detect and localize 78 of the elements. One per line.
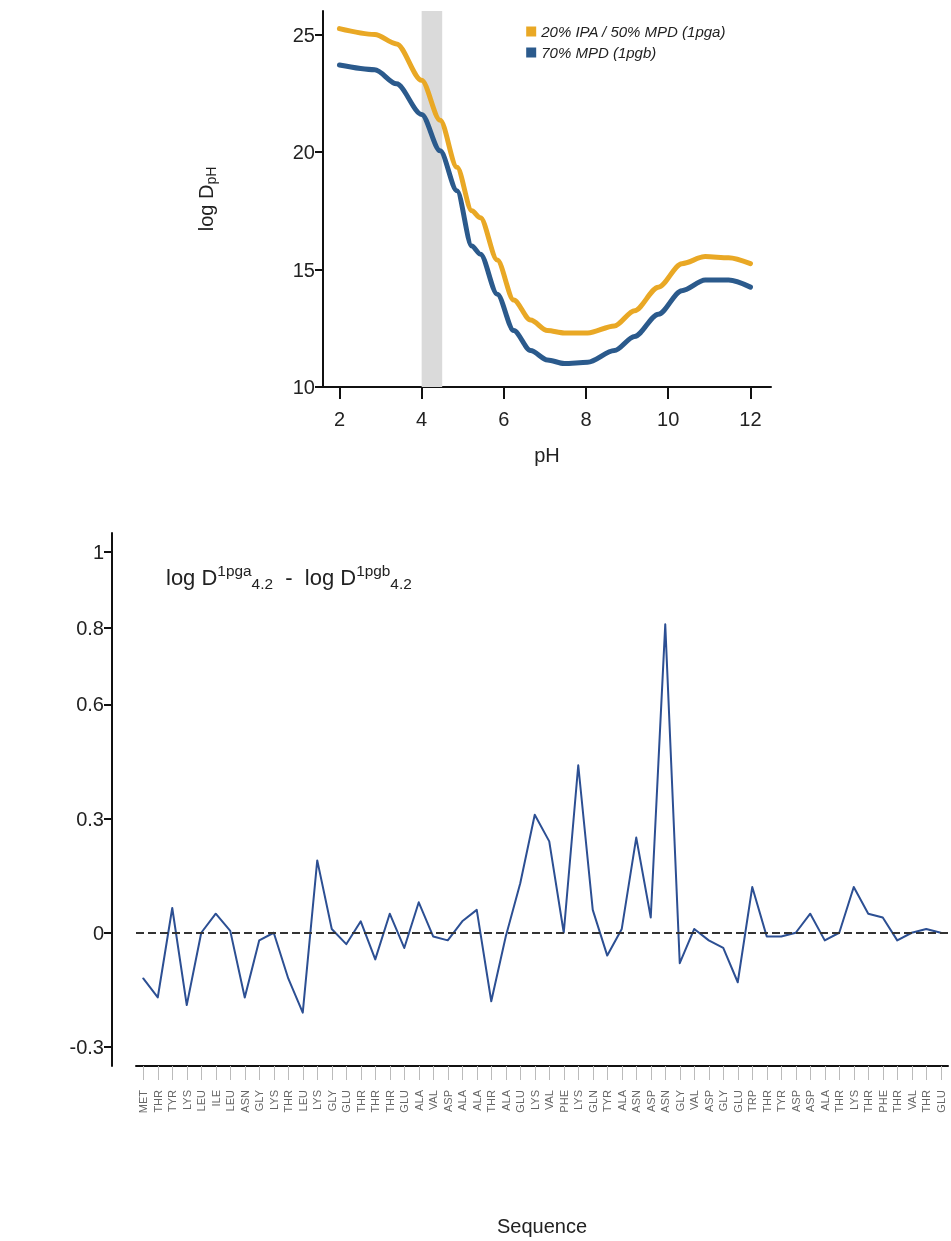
x-tick-label: ASN	[630, 1089, 643, 1113]
x-tick-label: GLU	[934, 1089, 947, 1113]
x-tick-label: LYS	[180, 1090, 193, 1110]
x-tick-label: LEU	[296, 1089, 309, 1112]
x-tick-label: PHE	[876, 1090, 889, 1113]
y-axis-title: log DpH	[195, 166, 219, 232]
x-tick-label: GLY	[253, 1089, 266, 1112]
y-tick-label: 15	[292, 258, 315, 281]
x-tick-label: ASP	[702, 1090, 715, 1113]
x-tick-label: THR	[369, 1089, 382, 1113]
x-tick-label: TYR	[166, 1089, 179, 1112]
x-tick-label: 2	[333, 408, 345, 430]
x-tick-label: LYS	[528, 1090, 541, 1110]
x-tick-label: THR	[891, 1089, 904, 1113]
x-tick-label: THR	[282, 1089, 295, 1113]
x-tick-label: LEU	[195, 1089, 208, 1112]
x-tick-label: TRP	[746, 1090, 759, 1112]
x-tick-label: VAL	[905, 1090, 918, 1110]
x-tick-label: ASP	[789, 1090, 802, 1113]
legend-label: 70% MPD (1pgb)	[541, 44, 657, 61]
x-tick-label: MET	[137, 1089, 150, 1114]
x-tick-label: ASN	[238, 1089, 251, 1113]
x-tick-label: VAL	[688, 1090, 701, 1110]
x-tick-label: LYS	[267, 1090, 280, 1110]
x-tick-label: THR	[485, 1089, 498, 1113]
x-tick-label: ASN	[659, 1089, 672, 1113]
x-tick-label: LEU	[224, 1089, 237, 1112]
x-tick-label: GLU	[340, 1089, 353, 1113]
x-tick-label: THR	[383, 1089, 396, 1113]
x-tick-label: LYS	[847, 1090, 860, 1110]
x-tick-label: GLU	[514, 1089, 527, 1113]
x-tick-label: THR	[862, 1089, 875, 1113]
x-tick-label: 4	[416, 408, 428, 430]
line-series	[142, 623, 942, 1014]
x-tick-label: GLN	[586, 1089, 599, 1113]
x-tick-label: ALA	[470, 1089, 483, 1111]
x-tick-label: GLU	[398, 1089, 411, 1113]
x-tick-label: GLY	[673, 1089, 686, 1112]
x-tick-label: THR	[760, 1089, 773, 1113]
x-tick-label: ASP	[441, 1090, 454, 1113]
x-tick-label: ASP	[644, 1090, 657, 1113]
x-tick-label: GLY	[325, 1089, 338, 1112]
x-tick-label: THR	[920, 1089, 933, 1113]
x-tick-label: LYS	[572, 1090, 585, 1110]
y-tick-label: 20	[292, 141, 315, 163]
x-tick-label: ILE	[209, 1090, 222, 1107]
x-tick-label: 10	[657, 408, 680, 430]
x-tick-label: 12	[739, 408, 762, 430]
x-tick-label: GLU	[731, 1089, 744, 1113]
x-tick-label: PHE	[557, 1090, 570, 1113]
x-tick-label: ASP	[804, 1090, 817, 1113]
y-tick-label: 1	[92, 541, 104, 564]
x-tick-label: ALA	[499, 1089, 512, 1111]
x-tick-label: 6	[498, 408, 510, 430]
x-axis-title: pH	[534, 444, 560, 466]
y-tick-label: -0.3	[69, 1035, 104, 1058]
x-tick-label: VAL	[427, 1090, 440, 1110]
x-tick-label: TYR	[775, 1089, 788, 1112]
x-tick-label: 8	[580, 408, 592, 430]
y-tick-label: 0	[92, 921, 104, 944]
x-tick-label: THR	[354, 1089, 367, 1113]
x-tick-label: ALA	[615, 1089, 628, 1111]
y-tick-label: 10	[292, 376, 315, 398]
y-tick-label: 0.8	[76, 617, 104, 640]
x-tick-label: TYR	[601, 1089, 614, 1112]
y-tick-label: 0.6	[76, 693, 104, 716]
x-axis-title: Sequence	[496, 1215, 588, 1237]
legend-label: 20% IPA / 50% MPD (1pga)	[540, 23, 726, 40]
x-tick-label: THR	[151, 1089, 164, 1113]
x-tick-label: LYS	[311, 1090, 324, 1110]
x-tick-label: THR	[833, 1089, 846, 1113]
y-tick-label: 25	[292, 23, 315, 46]
x-tick-label: GLY	[717, 1089, 730, 1112]
x-tick-label: VAL	[543, 1090, 556, 1110]
x-tick-label: ALA	[456, 1089, 469, 1111]
y-tick-label: 0.3	[76, 807, 104, 830]
x-tick-label: ALA	[412, 1089, 425, 1111]
x-tick-label: ALA	[818, 1089, 831, 1111]
